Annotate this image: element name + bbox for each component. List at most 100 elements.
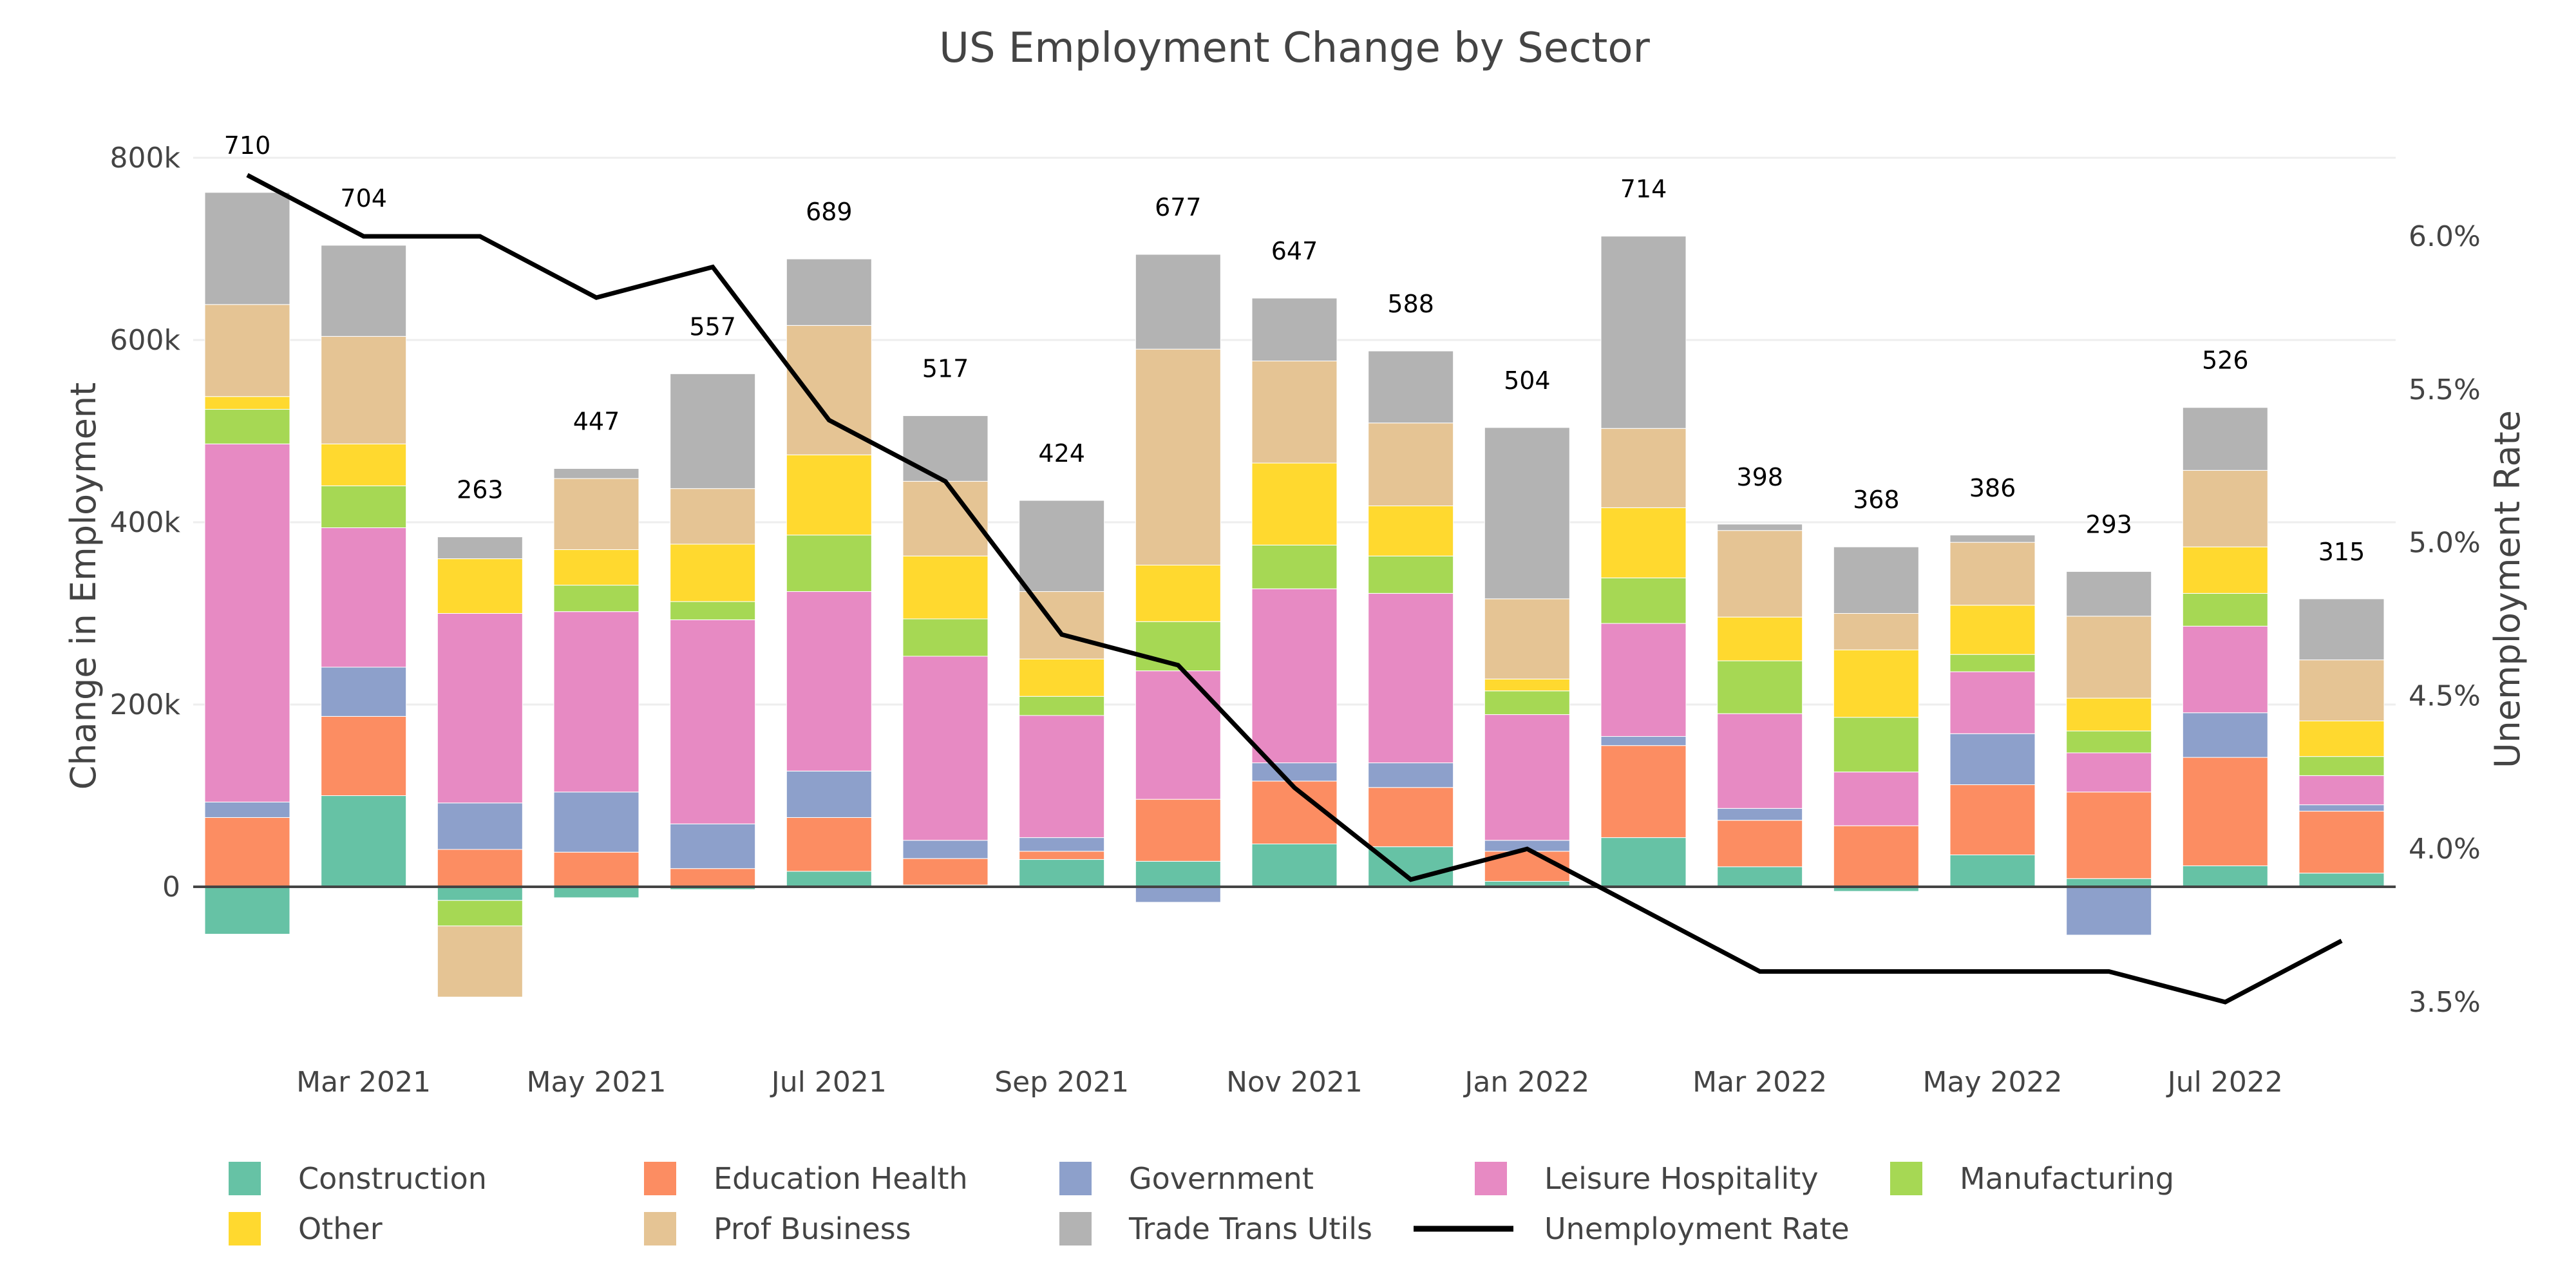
- legend-item-prof-business: Prof Business: [644, 1211, 911, 1246]
- bar-segment-education-health: [1949, 784, 2036, 855]
- bar-segment-leisure-hospitality: [1368, 592, 1454, 764]
- bar-segment-education-health: [670, 868, 756, 887]
- bar-segment-education-health: [1368, 787, 1454, 848]
- bar-segment-education-health: [204, 817, 290, 887]
- bar-segment-construction: [786, 871, 872, 887]
- bar-segment-other: [1833, 649, 1919, 718]
- bar-segment-leisure-hospitality: [2298, 775, 2385, 806]
- bar-segment-government: [1019, 837, 1105, 852]
- bar-segment-manufacturing: [1368, 555, 1454, 594]
- y2-tick-label: 4.5%: [2409, 679, 2481, 712]
- bar-total-label: 710: [224, 131, 271, 160]
- bar-segment-education-health: [1600, 745, 1687, 838]
- bar-segment-other: [321, 443, 407, 486]
- bar-segment-leisure-hospitality: [1949, 671, 2036, 734]
- legend-label: Education Health: [714, 1161, 968, 1196]
- x-tick-label: Jul 2021: [770, 1066, 887, 1099]
- bar-segment-leisure-hospitality: [670, 619, 756, 824]
- bar-segment-education-health: [1135, 799, 1221, 862]
- bar-segment-other: [2182, 546, 2268, 594]
- bar-segment-education-health: [902, 858, 989, 886]
- bar-segment-education-health: [2182, 757, 2268, 866]
- x-tick-label: Mar 2021: [296, 1066, 431, 1099]
- bar-segment-manufacturing: [1600, 577, 1687, 624]
- bar-segment-other: [2066, 697, 2152, 732]
- bar-segment-construction: [1019, 859, 1105, 887]
- x-tick-label: Mar 2022: [1692, 1066, 1827, 1099]
- y-tick-label: 0: [162, 871, 180, 904]
- bar-segment-government: [2298, 804, 2385, 812]
- bar-segment-education-health: [786, 817, 872, 872]
- bar-segment-trade-trans-utils: [786, 258, 872, 326]
- bar-segment-government: [2066, 886, 2152, 936]
- bar-segment-trade-trans-utils: [204, 192, 290, 305]
- bar-segment-other: [1019, 658, 1105, 697]
- legend-swatch: [1475, 1162, 1507, 1195]
- legend-item-government: Government: [1059, 1161, 1314, 1196]
- legend-item-leisure-hospitality: Leisure Hospitality: [1475, 1161, 1819, 1196]
- legend-swatch: [229, 1162, 261, 1195]
- bar-segment-construction: [1251, 843, 1338, 887]
- bar-total-label: 447: [573, 408, 620, 436]
- legend-label: Trade Trans Utils: [1128, 1211, 1372, 1246]
- bar-segment-prof-business: [321, 336, 407, 444]
- legend-label: Prof Business: [714, 1211, 911, 1246]
- y-tick-label: 800k: [110, 142, 181, 175]
- bar-segment-prof-business: [2182, 469, 2268, 547]
- bar-segment-leisure-hospitality: [1135, 670, 1221, 800]
- bar-total-label: 398: [1736, 463, 1783, 491]
- bar-segment-other: [1949, 605, 2036, 655]
- bar-segment-government: [1368, 762, 1454, 788]
- bar-segment-trade-trans-utils: [1019, 500, 1105, 592]
- legend-swatch: [1059, 1212, 1092, 1245]
- bar-segment-trade-trans-utils: [1135, 254, 1221, 350]
- bar-segment-manufacturing: [902, 618, 989, 657]
- bar-segment-education-health: [437, 849, 523, 887]
- bar-total-label: 689: [806, 198, 853, 226]
- bar-total-label: 704: [340, 184, 387, 213]
- bar-segment-construction: [204, 886, 290, 935]
- bar-total-label: 293: [2085, 510, 2132, 538]
- bar-segment-government: [2182, 712, 2268, 758]
- y-tick-label: 200k: [110, 688, 181, 721]
- bar-segment-prof-business: [553, 478, 639, 550]
- y2-tick-label: 3.5%: [2409, 986, 2481, 1019]
- x-tick-label: Nov 2021: [1226, 1066, 1363, 1099]
- legend-swatch: [644, 1162, 676, 1195]
- bar-segment-manufacturing: [321, 485, 407, 528]
- bar-segment-manufacturing: [437, 900, 523, 927]
- bar-segment-trade-trans-utils: [1251, 298, 1338, 362]
- bar-segment-manufacturing: [670, 601, 756, 620]
- bar-segment-construction: [1717, 866, 1803, 887]
- bar-segment-other: [437, 558, 523, 614]
- legend-item-trade-trans-utils: Trade Trans Utils: [1059, 1211, 1372, 1246]
- bar-segment-manufacturing: [553, 585, 639, 612]
- legend-swatch: [1059, 1162, 1092, 1195]
- bar-segment-leisure-hospitality: [1717, 713, 1803, 809]
- bar-segment-trade-trans-utils: [437, 536, 523, 560]
- bar-segment-leisure-hospitality: [437, 613, 523, 804]
- y2-tick-label: 4.0%: [2409, 833, 2481, 866]
- bar-segment-trade-trans-utils: [1833, 546, 1919, 614]
- legend-label: Unemployment Rate: [1544, 1211, 1850, 1246]
- bar-segment-leisure-hospitality: [1600, 623, 1687, 737]
- legend-label: Manufacturing: [1960, 1161, 2174, 1196]
- bar-segment-other: [902, 555, 989, 620]
- bar-segment-government: [1717, 808, 1803, 821]
- bar-segment-prof-business: [2066, 616, 2152, 699]
- bar-segment-construction: [1135, 860, 1221, 887]
- y-axis-title: Change in Employment: [63, 383, 104, 790]
- bar-total-label: 677: [1155, 193, 1202, 222]
- bar-segment-construction: [2298, 873, 2385, 887]
- bar-segment-education-health: [321, 715, 407, 797]
- y-tick-label: 400k: [110, 506, 181, 539]
- bar-segment-leisure-hospitality: [902, 656, 989, 841]
- bar-total-label: 504: [1504, 366, 1551, 395]
- bar-segment-other: [670, 544, 756, 602]
- bar-segment-education-health: [2298, 811, 2385, 874]
- unemployment-line-layer: [246, 173, 2343, 1005]
- y-tick-label: 600k: [110, 324, 181, 357]
- bar-segment-government: [437, 802, 523, 850]
- bar-segment-manufacturing: [204, 409, 290, 444]
